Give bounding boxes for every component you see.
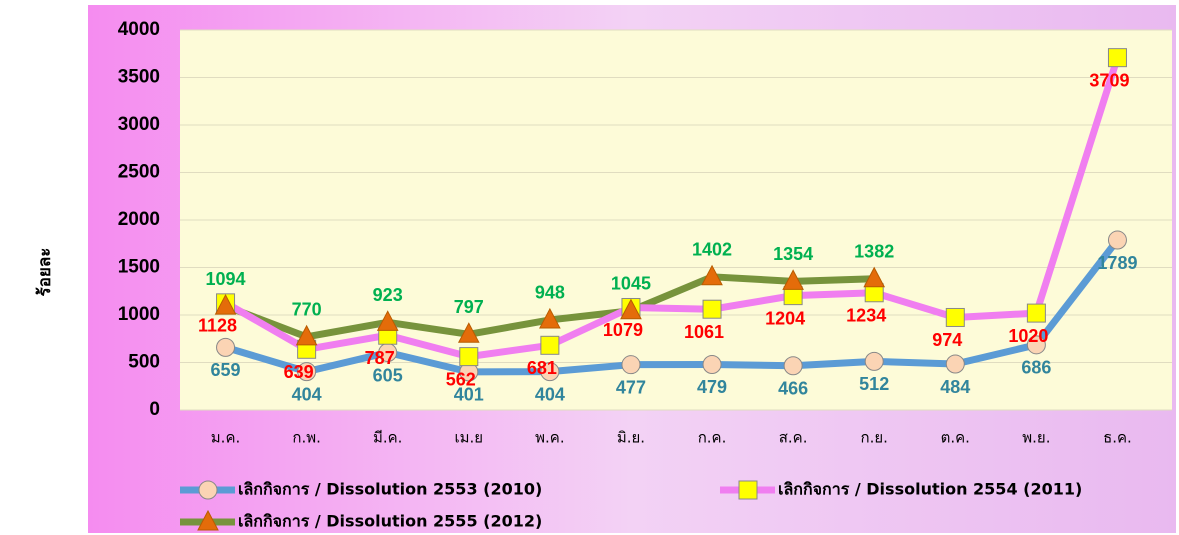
- data-label: 681: [527, 358, 557, 378]
- legend-marker: [197, 509, 219, 531]
- y-tick-label: 2000: [118, 209, 160, 230]
- data-label: 1382: [854, 241, 894, 261]
- y-axis-label: ร้อยละ: [35, 248, 55, 297]
- data-label: 404: [292, 384, 322, 404]
- data-label: 1128: [198, 316, 237, 336]
- data-label: 1094: [206, 269, 246, 289]
- legend-marker: [738, 480, 758, 500]
- y-tick-label: 500: [128, 352, 160, 373]
- marker: [1026, 303, 1046, 323]
- marker: [295, 324, 318, 346]
- x-tick-label: เม.ย: [455, 429, 484, 447]
- marker: [701, 264, 723, 286]
- data-label: 1079: [603, 320, 643, 340]
- marker: [214, 293, 237, 315]
- y-tick-label: 4000: [118, 19, 160, 40]
- marker: [297, 362, 317, 382]
- data-label: 948: [535, 283, 565, 303]
- data-label: 1204: [765, 308, 805, 328]
- data-label: 466: [778, 378, 808, 398]
- x-tick-label: ม.ค.: [211, 429, 240, 447]
- x-tick-label: พ.ย.: [1022, 429, 1050, 447]
- marker: [783, 356, 803, 376]
- marker: [540, 362, 560, 382]
- data-label: 1789: [1097, 253, 1137, 273]
- data-label: 797: [454, 297, 484, 317]
- marker: [1107, 230, 1127, 250]
- marker: [459, 347, 479, 367]
- data-label: 484: [940, 377, 970, 397]
- data-label: 923: [373, 285, 403, 305]
- data-label: 639: [284, 362, 314, 382]
- x-tick-label: ก.ค.: [698, 429, 727, 447]
- marker: [620, 298, 642, 320]
- series-line: [224, 237, 1121, 376]
- legend-marker: [198, 480, 218, 500]
- marker: [702, 354, 722, 374]
- data-label: 787: [365, 348, 395, 368]
- data-label: 974: [932, 330, 962, 350]
- data-label: 659: [211, 360, 241, 380]
- y-tick-label: 0: [149, 399, 160, 420]
- data-label: 1045: [611, 273, 651, 293]
- data-label: 401: [454, 385, 484, 405]
- x-tick-label: ก.ย.: [860, 429, 887, 447]
- data-label: 686: [1021, 358, 1051, 378]
- marker: [863, 266, 886, 288]
- x-tick-label: ธ.ค.: [1103, 429, 1132, 447]
- marker: [782, 269, 804, 290]
- data-label: 1402: [692, 240, 732, 260]
- legend-label: เลิกกิจการ / Dissolution 2553 (2010): [238, 480, 542, 499]
- data-label: 3709: [1089, 70, 1129, 90]
- data-label: 477: [616, 377, 646, 397]
- legend-label: เลิกกิจการ / Dissolution 2554 (2011): [778, 480, 1082, 499]
- y-tick-label: 3500: [118, 67, 160, 88]
- legend-label: เลิกกิจการ / Dissolution 2555 (2012): [238, 512, 542, 531]
- x-tick-label: มี.ค.: [373, 429, 402, 447]
- marker: [216, 337, 236, 357]
- y-tick-label: 1000: [118, 304, 160, 325]
- data-label: 1020: [1008, 326, 1048, 346]
- x-tick-label: ต.ค.: [941, 429, 970, 447]
- x-tick-label: ส.ค.: [779, 429, 808, 447]
- y-tick-label: 2500: [118, 162, 160, 183]
- marker: [376, 310, 399, 331]
- data-label: 479: [697, 377, 727, 397]
- data-label: 1354: [773, 244, 813, 264]
- marker: [702, 299, 722, 319]
- data-label: 512: [859, 374, 889, 394]
- series-line: [223, 56, 1121, 361]
- data-label: 1234: [846, 306, 886, 326]
- marker: [1026, 335, 1046, 355]
- marker: [540, 335, 560, 355]
- x-tick-label: มิ.ย.: [617, 429, 645, 447]
- x-tick-label: ก.พ.: [292, 429, 321, 447]
- data-label: 605: [373, 365, 403, 385]
- data-label: 770: [292, 300, 322, 320]
- marker: [945, 354, 965, 374]
- marker: [621, 355, 641, 375]
- marker: [457, 322, 480, 343]
- data-label: 404: [535, 384, 565, 404]
- marker: [539, 307, 561, 329]
- marker: [1107, 48, 1127, 68]
- data-label: 1061: [684, 322, 724, 342]
- y-tick-label: 1500: [118, 257, 160, 278]
- x-tick-label: พ.ค.: [535, 429, 564, 447]
- y-tick-label: 3000: [118, 114, 160, 135]
- marker: [864, 351, 884, 371]
- data-label: 562: [446, 369, 476, 389]
- marker: [945, 307, 965, 327]
